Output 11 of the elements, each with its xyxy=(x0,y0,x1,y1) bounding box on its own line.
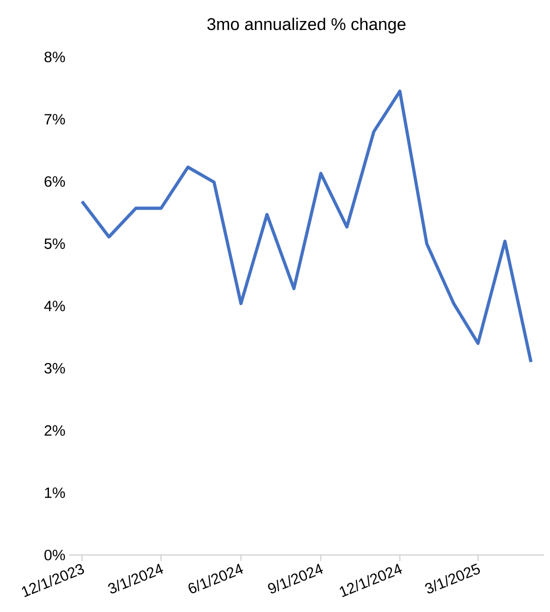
y-tick-label: 5% xyxy=(44,238,65,249)
line-series xyxy=(80,90,533,364)
chart-title: 3mo annualized % change xyxy=(207,18,406,34)
y-tick-label: 1% xyxy=(45,488,65,498)
y-tick-label: 4% xyxy=(44,300,65,312)
y-tick-label: 3% xyxy=(44,362,65,374)
y-tick-label: 6% xyxy=(44,176,65,187)
y-tick-label: 8% xyxy=(44,52,65,62)
y-tick-label: 2% xyxy=(44,425,65,436)
y-tick-label: 7% xyxy=(44,114,65,124)
y-tick-label: 0% xyxy=(44,550,65,560)
